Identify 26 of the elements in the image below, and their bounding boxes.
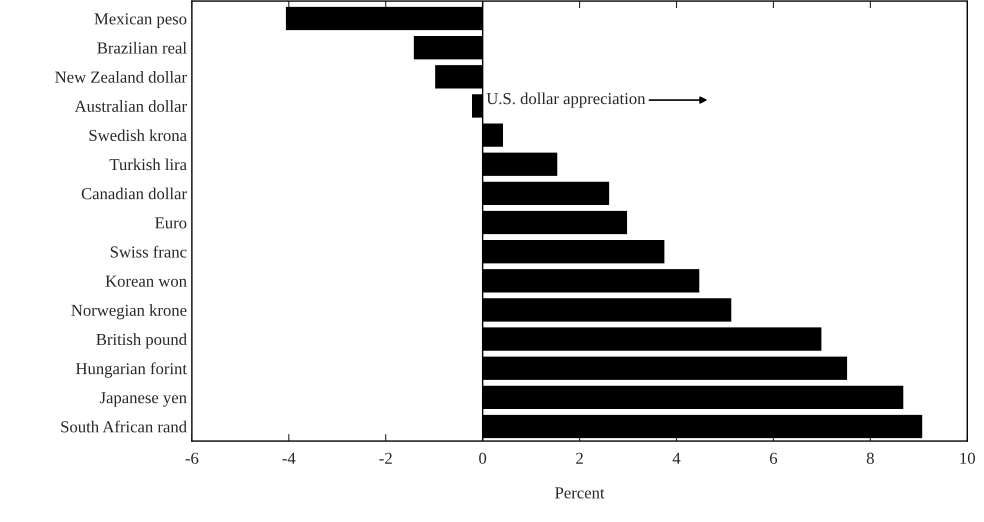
x-tick-label: 6 [770,452,778,464]
y-tick-label: Turkish lira [110,158,187,170]
x-axis-title: Percent [555,487,604,498]
y-tick-label: Swiss franc [110,246,187,258]
x-tick-label: 10 [960,452,975,464]
annotation: U.S. dollar appreciation [486,92,646,108]
x-tick-label: -6 [186,452,198,464]
y-tick-label: New Zealand dollar [55,71,187,83]
y-tick-label: Hungarian forint [76,362,187,378]
y-tick-label: South African rand [61,420,187,432]
x-tick-label: -2 [379,452,392,464]
y-tick-label: British pound [96,333,187,348]
y-tick-label: Japanese yen [100,392,187,407]
x-tick-label: 0 [479,452,486,464]
y-tick-label: Australian dollar [74,100,187,112]
y-tick-label: Canadian dollar [82,188,187,200]
y-tick-label: Korean won [106,276,187,287]
x-tick-label: 4 [672,452,680,464]
x-tick-label: 8 [866,452,874,464]
y-tick-label: Euro [155,217,186,228]
y-tick-label: Swedish krona [90,129,187,142]
x-tick-label: 2 [576,452,583,464]
y-tick-label: Norwegian krone [71,304,186,320]
y-tick-label: Brazilian real [97,42,187,54]
x-tick-label: -4 [282,452,296,464]
y-tick-label: Mexican peso [94,13,186,28]
